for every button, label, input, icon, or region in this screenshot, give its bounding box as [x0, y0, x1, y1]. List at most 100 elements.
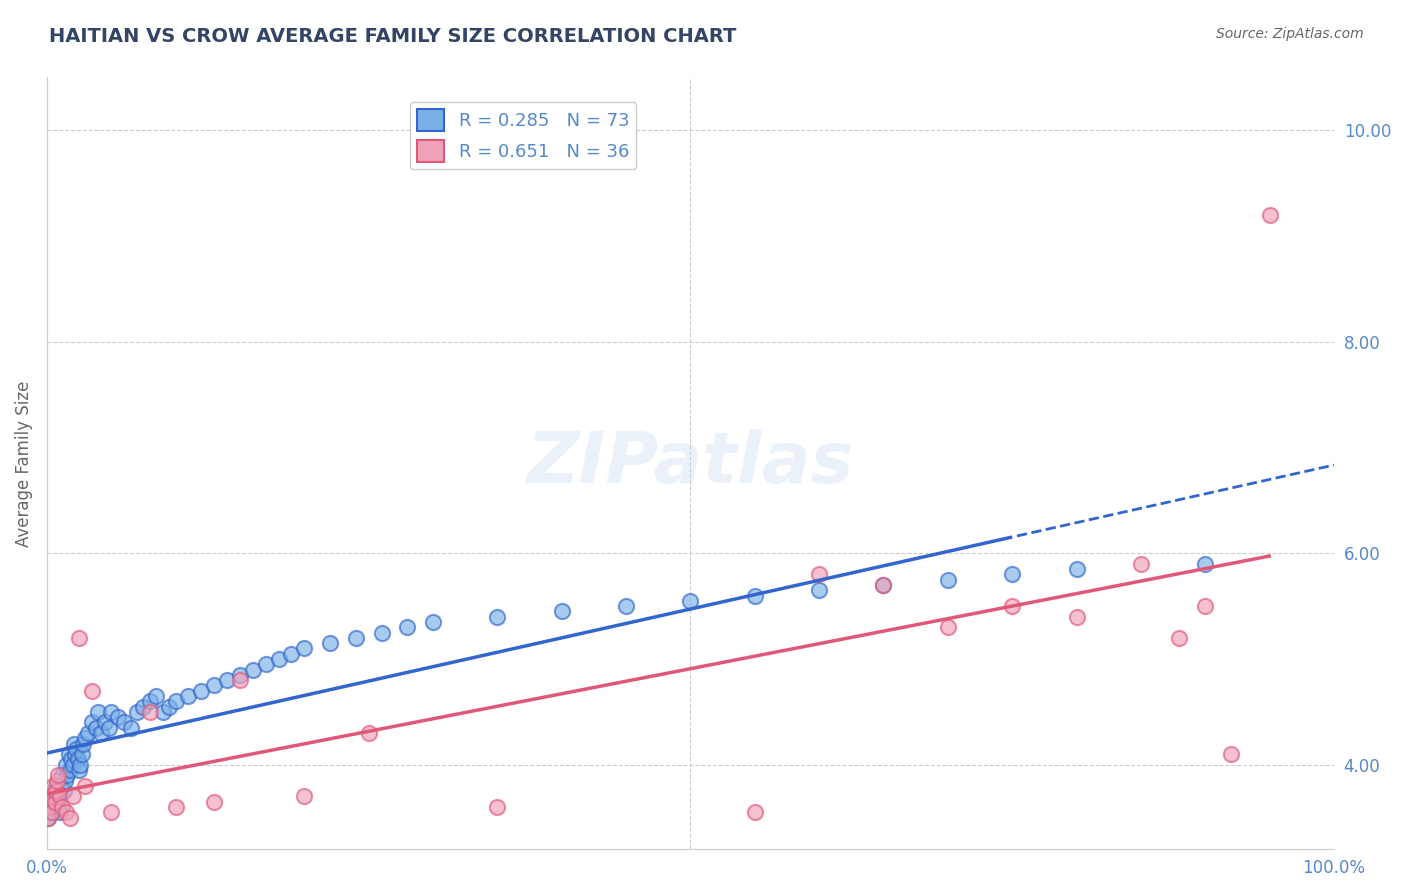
Point	[190, 683, 212, 698]
Point	[44, 784, 66, 798]
Point	[84, 721, 107, 735]
Point	[67, 631, 90, 645]
Point	[165, 800, 187, 814]
Point	[63, 747, 86, 761]
Point	[69, 757, 91, 772]
Point	[396, 620, 419, 634]
Point	[217, 673, 239, 687]
Point	[422, 615, 444, 629]
Point	[139, 694, 162, 708]
Point	[292, 789, 315, 804]
Point	[97, 721, 120, 735]
Point	[242, 663, 264, 677]
Point	[70, 747, 93, 761]
Point	[46, 789, 69, 804]
Point	[936, 620, 959, 634]
Point	[46, 773, 69, 788]
Point	[1168, 631, 1191, 645]
Point	[59, 763, 82, 777]
Point	[38, 800, 60, 814]
Point	[229, 673, 252, 687]
Point	[90, 726, 112, 740]
Point	[58, 747, 80, 761]
Point	[177, 689, 200, 703]
Point	[1001, 599, 1024, 613]
Point	[614, 599, 637, 613]
Point	[48, 800, 70, 814]
Point	[1066, 609, 1088, 624]
Point	[51, 768, 73, 782]
Point	[1219, 747, 1241, 761]
Point	[45, 784, 67, 798]
Point	[51, 800, 73, 814]
Point	[41, 805, 63, 820]
Point	[49, 789, 72, 804]
Text: Source: ZipAtlas.com: Source: ZipAtlas.com	[1216, 27, 1364, 41]
Point	[165, 694, 187, 708]
Point	[486, 800, 509, 814]
Point	[1001, 567, 1024, 582]
Point	[808, 583, 831, 598]
Point	[1258, 208, 1281, 222]
Point	[1194, 557, 1216, 571]
Point	[66, 752, 89, 766]
Point	[808, 567, 831, 582]
Point	[55, 757, 77, 772]
Point	[87, 705, 110, 719]
Point	[63, 737, 86, 751]
Point	[872, 578, 894, 592]
Point	[37, 811, 59, 825]
Point	[744, 589, 766, 603]
Point	[145, 689, 167, 703]
Point	[319, 636, 342, 650]
Point	[62, 757, 84, 772]
Point	[67, 763, 90, 777]
Point	[229, 668, 252, 682]
Point	[72, 737, 94, 751]
Point	[370, 625, 392, 640]
Point	[42, 795, 65, 809]
Point	[80, 683, 103, 698]
Point	[1066, 562, 1088, 576]
Point	[550, 604, 572, 618]
Point	[125, 705, 148, 719]
Point	[39, 789, 62, 804]
Point	[132, 699, 155, 714]
Point	[37, 811, 59, 825]
Point	[77, 726, 100, 740]
Point	[357, 726, 380, 740]
Point	[52, 784, 75, 798]
Point	[39, 789, 62, 804]
Point	[80, 715, 103, 730]
Point	[112, 715, 135, 730]
Point	[38, 800, 60, 814]
Point	[254, 657, 277, 672]
Point	[75, 779, 97, 793]
Point	[157, 699, 180, 714]
Point	[53, 773, 76, 788]
Point	[872, 578, 894, 592]
Point	[49, 779, 72, 793]
Point	[679, 594, 702, 608]
Point	[744, 805, 766, 820]
Point	[49, 805, 72, 820]
Point	[139, 705, 162, 719]
Point	[202, 795, 225, 809]
Point	[94, 715, 117, 730]
Point	[292, 641, 315, 656]
Point	[1194, 599, 1216, 613]
Point	[60, 752, 83, 766]
Point	[486, 609, 509, 624]
Point	[120, 721, 142, 735]
Point	[45, 779, 67, 793]
Point	[42, 779, 65, 793]
Point	[280, 647, 302, 661]
Point	[1129, 557, 1152, 571]
Point	[107, 710, 129, 724]
Point	[202, 678, 225, 692]
Point	[344, 631, 367, 645]
Point	[936, 573, 959, 587]
Point	[48, 768, 70, 782]
Point	[152, 705, 174, 719]
Point	[59, 811, 82, 825]
